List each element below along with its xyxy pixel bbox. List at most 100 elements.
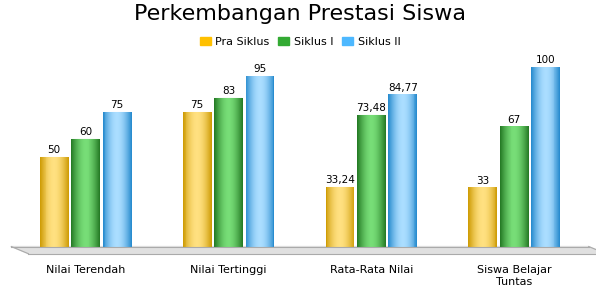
Bar	[83, 139, 85, 246]
Bar	[533, 67, 534, 246]
Bar	[111, 112, 112, 246]
Bar	[371, 115, 373, 246]
Bar	[207, 112, 208, 246]
Bar	[539, 67, 540, 246]
Text: 60: 60	[79, 127, 92, 137]
Bar	[46, 157, 47, 246]
Bar	[76, 139, 77, 246]
Bar	[535, 67, 536, 246]
Bar	[337, 187, 338, 246]
Bar	[119, 112, 120, 246]
Bar	[190, 112, 191, 246]
Text: 75: 75	[190, 100, 204, 110]
Bar	[188, 112, 190, 246]
Bar	[515, 126, 517, 246]
Bar	[335, 187, 336, 246]
Bar	[410, 95, 412, 246]
Bar	[347, 187, 348, 246]
Bar	[344, 187, 345, 246]
Bar	[491, 187, 493, 246]
Bar	[398, 95, 399, 246]
Bar	[523, 126, 524, 246]
Bar	[485, 187, 486, 246]
Bar	[511, 126, 512, 246]
Bar	[191, 112, 192, 246]
Bar	[338, 187, 339, 246]
Bar	[483, 187, 484, 246]
Bar	[334, 187, 335, 246]
Bar	[326, 187, 328, 246]
Bar	[543, 67, 544, 246]
Bar	[536, 67, 537, 246]
Bar	[200, 112, 201, 246]
Bar	[104, 112, 106, 246]
Bar	[204, 112, 205, 246]
Bar	[112, 112, 113, 246]
Bar	[75, 139, 76, 246]
Bar	[263, 76, 264, 246]
Bar	[481, 187, 482, 246]
Bar	[54, 157, 55, 246]
Bar	[374, 115, 376, 246]
Bar	[262, 76, 263, 246]
Bar	[201, 112, 202, 246]
Bar	[488, 187, 489, 246]
Bar	[505, 126, 506, 246]
Bar	[346, 187, 347, 246]
Bar	[489, 187, 490, 246]
Bar	[521, 126, 522, 246]
Bar	[502, 126, 503, 246]
Bar	[47, 157, 49, 246]
Bar	[85, 139, 86, 246]
Bar	[247, 76, 248, 246]
Bar	[402, 95, 403, 246]
Bar	[261, 76, 262, 246]
Bar	[226, 98, 227, 246]
Bar	[358, 115, 359, 246]
Bar	[519, 126, 520, 246]
Bar	[350, 187, 352, 246]
Bar	[342, 187, 343, 246]
Bar	[240, 98, 241, 246]
Bar	[368, 115, 370, 246]
Bar	[126, 112, 127, 246]
Text: 95: 95	[253, 64, 266, 74]
Bar	[221, 98, 222, 246]
Bar	[89, 139, 91, 246]
Bar	[194, 112, 195, 246]
Bar	[257, 76, 258, 246]
Bar	[388, 95, 389, 246]
Bar	[382, 115, 383, 246]
Bar	[379, 115, 380, 246]
Bar	[518, 126, 519, 246]
Bar	[211, 112, 212, 246]
Bar	[205, 112, 206, 246]
Bar	[242, 98, 243, 246]
Bar	[267, 76, 268, 246]
Bar	[487, 187, 488, 246]
Bar	[399, 95, 400, 246]
Bar	[361, 115, 362, 246]
Bar	[474, 187, 475, 246]
Bar	[256, 76, 257, 246]
Bar	[408, 95, 409, 246]
Bar	[241, 98, 242, 246]
Bar	[336, 187, 337, 246]
Bar	[66, 157, 67, 246]
Bar	[265, 76, 266, 246]
Bar	[79, 139, 80, 246]
Bar	[193, 112, 194, 246]
Bar	[49, 157, 50, 246]
Bar	[224, 98, 226, 246]
Polygon shape	[11, 246, 600, 254]
Bar	[235, 98, 236, 246]
Bar	[415, 95, 416, 246]
Bar	[500, 126, 501, 246]
Bar	[532, 67, 533, 246]
Bar	[370, 115, 371, 246]
Bar	[494, 187, 496, 246]
Bar	[122, 112, 123, 246]
Bar	[184, 112, 185, 246]
Bar	[40, 157, 41, 246]
Bar	[258, 76, 259, 246]
